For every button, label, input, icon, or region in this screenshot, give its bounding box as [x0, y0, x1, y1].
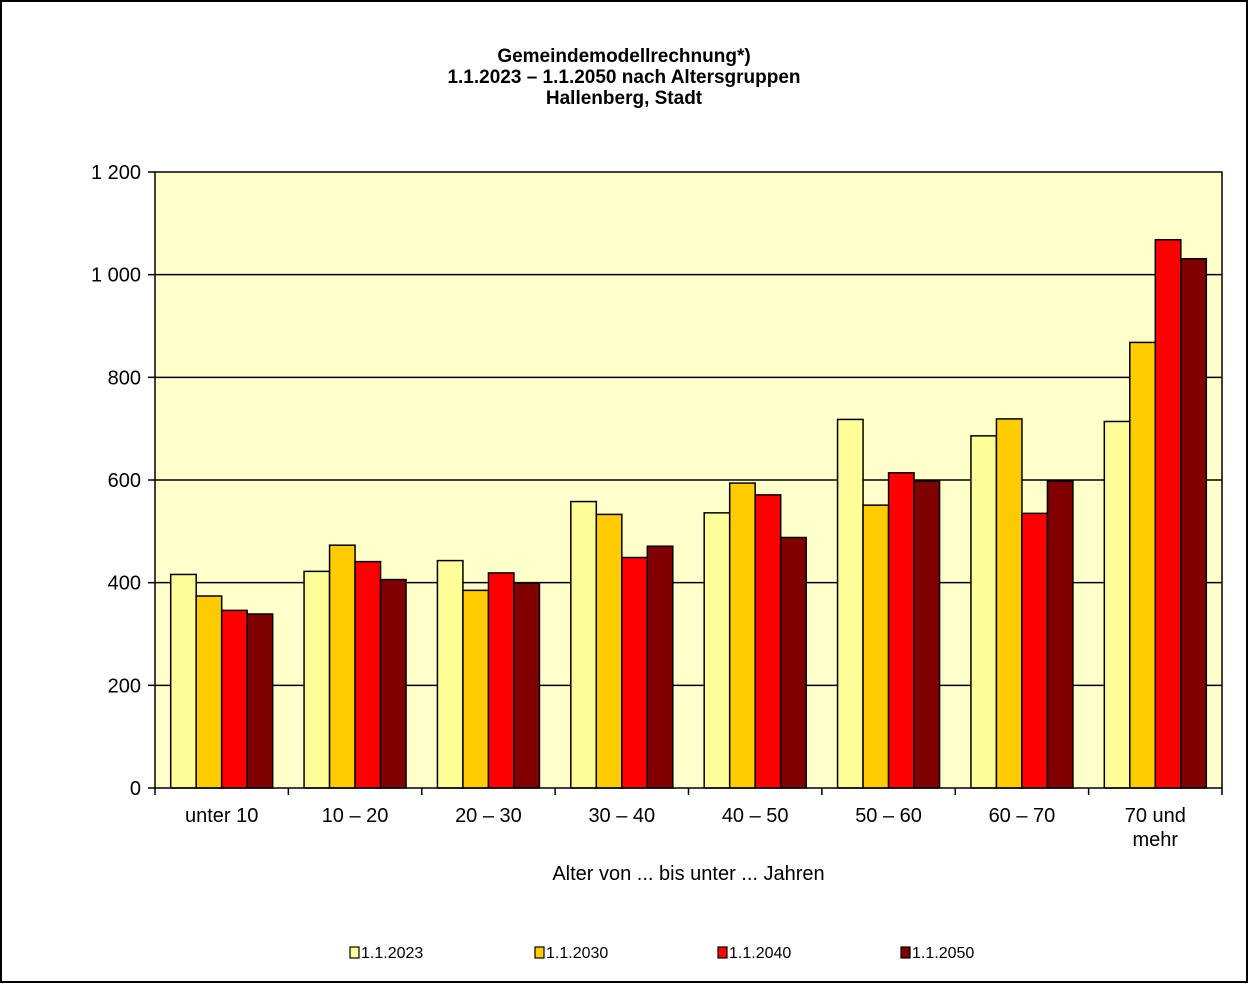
bar-1.1.2050-20 – 30 [513, 582, 541, 789]
bar-1.1.2023-70 und mehr [1103, 420, 1131, 789]
bar-1.1.2030-unter 10 [195, 595, 223, 789]
bar-1.1.2023-40 – 50 [703, 512, 731, 789]
y-tick-label: 600 [108, 470, 141, 492]
legend-swatch [717, 946, 728, 959]
bar-1.1.2040-30 – 40 [621, 556, 649, 789]
y-tick-label: 800 [108, 367, 141, 389]
bar-1.1.2040-60 – 70 [1021, 512, 1049, 789]
bar-1.1.2050-10 – 20 [379, 578, 407, 789]
bar-1.1.2030-10 – 20 [328, 544, 356, 789]
bars [169, 239, 1208, 789]
bar-1.1.2050-40 – 50 [779, 536, 807, 789]
x-tick-label: 70 und [1125, 805, 1186, 827]
bar-1.1.2023-60 – 70 [970, 435, 998, 789]
bar-1.1.2023-20 – 30 [436, 559, 464, 789]
bar-1.1.2050-unter 10 [246, 613, 274, 789]
bar-1.1.2050-70 und mehr [1180, 258, 1208, 789]
bar-1.1.2030-50 – 60 [862, 504, 890, 789]
bar-1.1.2050-30 – 40 [646, 545, 674, 789]
bar-1.1.2040-20 – 30 [487, 572, 515, 789]
y-axis: 0 200 400 600 800 1 000 1 200 [91, 162, 155, 800]
bar-1.1.2023-30 – 40 [570, 500, 598, 789]
bar-1.1.2040-70 und mehr [1154, 239, 1182, 789]
bar-1.1.2023-10 – 20 [303, 570, 331, 789]
y-tick-label: 0 [130, 778, 141, 800]
bar-1.1.2030-40 – 50 [728, 482, 756, 789]
legend: 1.1.2023 1.1.2030 1.1.2040 1.1.2050 [349, 945, 974, 962]
chart-title: Gemeindemodellrechnung*)1.1.2023 – 1.1.2… [447, 46, 800, 109]
legend-label: 1.1.2023 [361, 945, 423, 962]
legend-label: 1.1.2040 [729, 945, 791, 962]
chart-title-line: Hallenberg, Stadt [546, 88, 703, 109]
bar-1.1.2030-70 und mehr [1129, 341, 1157, 789]
bar-1.1.2040-50 – 60 [887, 472, 915, 789]
legend-label: 1.1.2050 [912, 945, 974, 962]
bar-1.1.2023-50 – 60 [836, 418, 864, 789]
legend-label: 1.1.2030 [546, 945, 608, 962]
legend-swatch [900, 946, 911, 959]
bar-1.1.2050-60 – 70 [1046, 480, 1074, 789]
x-axis: unter 10 10 – 20 20 – 30 30 – 40 40 – 50 50 –… [154, 788, 1223, 851]
legend-swatch [349, 946, 360, 959]
x-tick-label: 30 – 40 [588, 805, 655, 827]
y-tick-label: 1 000 [91, 265, 141, 287]
legend-swatch [534, 946, 545, 959]
bar-1.1.2040-40 – 50 [754, 494, 782, 789]
x-tick-label: mehr [1133, 829, 1179, 851]
chart-title-line: Gemeindemodellrechnung*) [497, 46, 750, 67]
x-tick-label: 50 – 60 [855, 805, 922, 827]
bar-1.1.2030-60 – 70 [995, 418, 1023, 789]
x-tick-label: unter 10 [185, 805, 258, 827]
bar-1.1.2030-20 – 30 [462, 589, 490, 789]
x-axis-label: Alter von ... bis unter ... Jahren [552, 863, 824, 885]
bar-1.1.2050-50 – 60 [913, 480, 941, 789]
bar-1.1.2030-30 – 40 [595, 513, 623, 789]
y-tick-label: 1 200 [91, 162, 141, 184]
bar-1.1.2040-unter 10 [220, 609, 248, 789]
x-tick-label: 60 – 70 [989, 805, 1056, 827]
x-tick-label: 40 – 50 [722, 805, 789, 827]
x-tick-label: 10 – 20 [322, 805, 389, 827]
x-tick-label: 20 – 30 [455, 805, 522, 827]
y-tick-label: 400 [108, 573, 141, 595]
chart-title-line: 1.1.2023 – 1.1.2050 nach Altersgruppen [447, 67, 800, 88]
bar-1.1.2040-10 – 20 [354, 560, 382, 789]
bar-1.1.2023-unter 10 [169, 573, 197, 789]
y-tick-label: 200 [108, 675, 141, 697]
